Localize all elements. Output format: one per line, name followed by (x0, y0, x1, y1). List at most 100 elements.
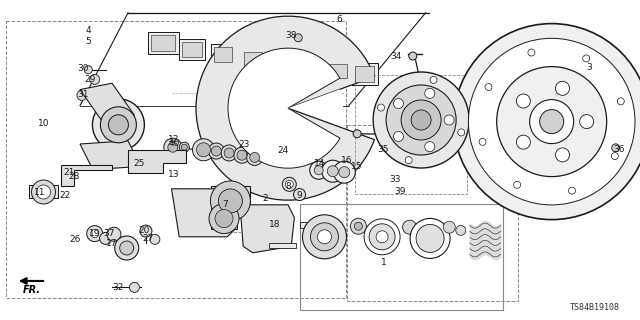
Circle shape (211, 146, 221, 156)
Text: 8: 8 (285, 182, 291, 191)
Text: 28: 28 (68, 172, 79, 181)
Bar (300, 222, 330, 228)
Text: 17: 17 (106, 239, 118, 248)
Circle shape (87, 226, 103, 242)
Text: 19: 19 (89, 229, 100, 238)
Bar (303, 61, 321, 75)
Circle shape (31, 180, 56, 204)
Text: 37: 37 (103, 229, 115, 238)
Text: 22: 22 (60, 191, 71, 200)
Text: 29: 29 (84, 75, 95, 84)
Bar (271, 55, 292, 71)
Bar (355, 75, 467, 194)
Wedge shape (288, 89, 343, 108)
Circle shape (612, 144, 620, 152)
Circle shape (234, 147, 250, 163)
Circle shape (193, 139, 214, 161)
Text: 11: 11 (34, 188, 45, 196)
Text: FR.: FR. (23, 284, 41, 295)
Bar (329, 64, 347, 78)
Circle shape (164, 138, 182, 156)
Circle shape (444, 115, 454, 125)
Circle shape (215, 210, 233, 228)
Bar (211, 44, 235, 65)
Circle shape (108, 115, 129, 135)
Text: 25: 25 (134, 159, 145, 168)
Circle shape (181, 144, 188, 150)
Circle shape (479, 138, 486, 145)
Circle shape (282, 177, 296, 191)
Circle shape (90, 74, 100, 84)
Circle shape (401, 100, 441, 140)
Text: 39: 39 (394, 187, 406, 196)
Text: 21: 21 (63, 168, 75, 177)
Circle shape (150, 234, 160, 244)
Circle shape (568, 187, 575, 194)
Text: 30: 30 (77, 64, 89, 73)
Circle shape (129, 282, 140, 292)
Text: 2: 2 (263, 194, 268, 203)
Text: 38: 38 (285, 31, 297, 40)
Circle shape (100, 107, 136, 143)
Circle shape (497, 67, 607, 177)
Text: 20: 20 (138, 226, 150, 235)
Circle shape (405, 156, 412, 164)
Circle shape (454, 24, 640, 220)
Circle shape (91, 230, 99, 237)
Circle shape (77, 90, 87, 100)
Circle shape (458, 129, 465, 136)
Circle shape (355, 222, 362, 230)
Circle shape (351, 218, 367, 234)
Circle shape (394, 132, 403, 141)
Text: 35: 35 (377, 145, 388, 154)
Text: 26: 26 (70, 235, 81, 244)
Polygon shape (80, 83, 134, 122)
Bar (352, 63, 378, 85)
Text: 27: 27 (143, 234, 154, 243)
Circle shape (294, 188, 305, 201)
Circle shape (140, 225, 152, 237)
Circle shape (425, 142, 435, 152)
Bar (347, 125, 518, 301)
Text: 33: 33 (390, 175, 401, 184)
Text: 15: 15 (351, 162, 363, 171)
Circle shape (36, 185, 51, 199)
Circle shape (209, 143, 225, 159)
Text: 32: 32 (113, 283, 124, 292)
Text: 23: 23 (239, 140, 250, 148)
Circle shape (468, 38, 635, 205)
Circle shape (403, 220, 417, 234)
Circle shape (211, 181, 250, 221)
Circle shape (237, 150, 247, 160)
Bar (300, 58, 324, 78)
Bar (214, 47, 232, 62)
Wedge shape (228, 48, 340, 168)
Text: 16: 16 (341, 156, 353, 164)
Circle shape (364, 219, 400, 255)
Circle shape (556, 148, 570, 162)
Text: 3: 3 (586, 63, 591, 72)
Text: 6: 6 (337, 15, 342, 24)
Circle shape (394, 99, 403, 108)
Circle shape (582, 55, 589, 62)
Circle shape (209, 204, 239, 234)
Circle shape (514, 181, 521, 188)
Text: 4: 4 (86, 26, 91, 35)
Circle shape (285, 180, 293, 188)
Circle shape (580, 115, 594, 129)
Circle shape (530, 100, 573, 144)
Text: 18: 18 (269, 220, 281, 228)
Circle shape (411, 110, 431, 130)
Circle shape (528, 49, 535, 56)
Bar (268, 52, 295, 75)
Circle shape (107, 227, 121, 241)
Circle shape (115, 236, 139, 260)
Circle shape (310, 223, 339, 251)
Circle shape (317, 230, 332, 244)
Polygon shape (61, 165, 112, 186)
Text: 1: 1 (381, 258, 387, 267)
Bar (211, 208, 237, 229)
Circle shape (100, 232, 111, 244)
Text: 40: 40 (168, 139, 180, 148)
Circle shape (353, 130, 361, 138)
